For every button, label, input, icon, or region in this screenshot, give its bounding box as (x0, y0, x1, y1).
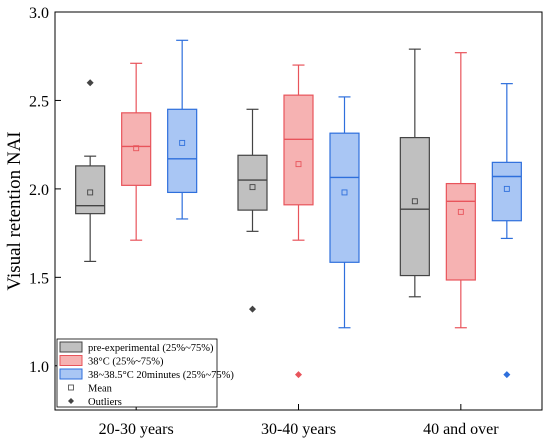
mean-marker (503, 185, 510, 192)
iqr-box (329, 132, 360, 263)
mean-marker (341, 189, 348, 196)
legend: pre-experimental (25%~75%) 38°C (25%~75%)… (56, 338, 234, 408)
iqr-box (283, 94, 314, 206)
outlier-marker (249, 305, 256, 313)
legend-swatch (59, 368, 83, 380)
legend-label: Outliers (88, 397, 122, 408)
x-tick-label: 20-30 years (99, 421, 174, 438)
legend-mean-marker (68, 384, 74, 391)
y-tick-label: 3.0 (29, 5, 49, 22)
legend-swatch (59, 355, 83, 366)
box-2-2 (491, 83, 522, 379)
y-tick-label: 1.0 (29, 359, 49, 376)
box-2-1 (329, 96, 360, 329)
x-axis-ticks: 20-30 years 30-40 years 40 and over (99, 404, 499, 438)
iqr-box (399, 136, 430, 277)
legend-frame (56, 338, 218, 408)
mean-marker (411, 198, 418, 205)
legend-label: 38°C (25%~75%) (88, 357, 164, 368)
mean-marker (457, 208, 464, 215)
legend-swatch (59, 341, 83, 353)
mean-marker (249, 184, 256, 191)
x-tick-label: 30-40 years (261, 421, 336, 438)
y-tick-label: 1.5 (29, 270, 49, 287)
mean-marker (87, 189, 94, 196)
y-tick-label: 2.0 (29, 182, 49, 199)
outlier-marker (86, 79, 94, 87)
iqr-box (445, 182, 476, 281)
y-tick-label: 2.5 (29, 93, 49, 110)
box-1-0 (121, 62, 152, 241)
x-tick-label: 40 and over (423, 421, 499, 438)
mean-marker (179, 139, 186, 146)
box-series-group (75, 39, 522, 379)
outlier-marker (503, 371, 511, 379)
box-0-1 (237, 108, 268, 313)
legend-outlier-marker (68, 398, 74, 404)
iqr-box (167, 108, 198, 194)
mean-marker (295, 161, 302, 168)
iqr-box (237, 154, 268, 211)
legend-label: pre-experimental (25%~75%) (88, 343, 214, 354)
legend-label: Mean (88, 384, 113, 395)
outlier-marker (295, 371, 302, 379)
y-axis-ticks: 1.0 1.5 2.0 2.5 3.0 (29, 5, 61, 376)
iqr-box (121, 112, 152, 186)
mean-marker (133, 145, 140, 152)
box-1-2 (445, 52, 476, 329)
box-2-0 (167, 39, 198, 220)
y-axis-label: Visual retention NAI (4, 131, 25, 290)
box-1-1 (283, 64, 314, 379)
box-0-2 (399, 48, 430, 298)
legend-label: 38~38.5°C 20minutes (25%~75%) (88, 370, 234, 381)
box-0-0 (75, 79, 106, 263)
